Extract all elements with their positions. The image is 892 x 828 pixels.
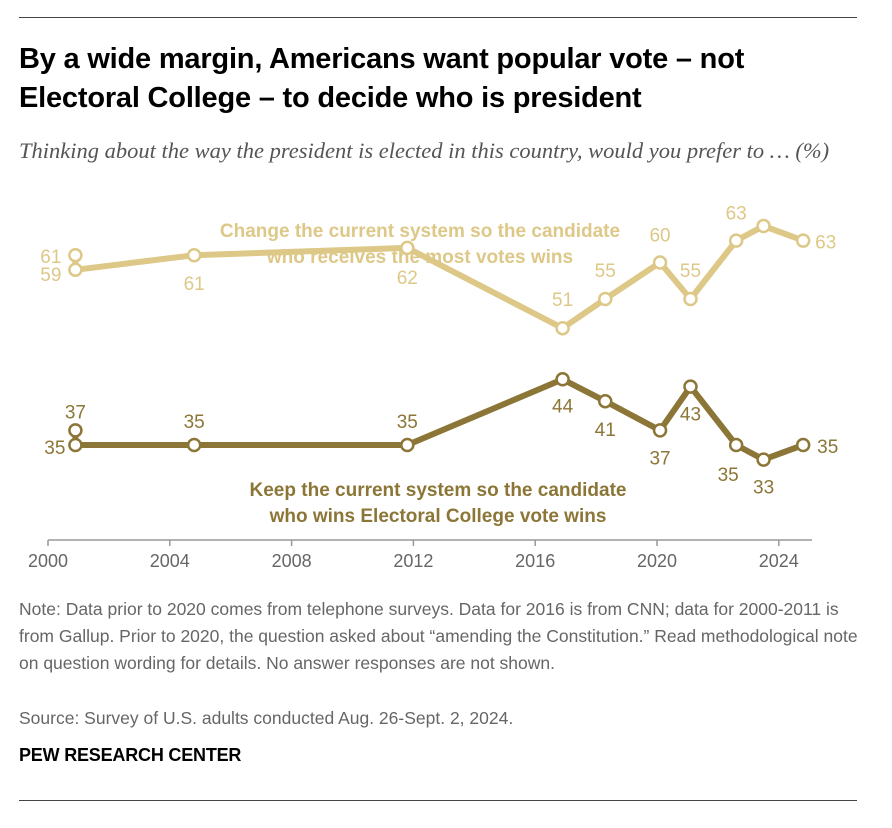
- source-text: Source: Survey of U.S. adults conducted …: [19, 708, 514, 728]
- series-label-keep-line2: who wins Electoral College vote wins: [269, 506, 607, 527]
- data-label-change: 65: [753, 205, 774, 210]
- data-label-keep: 41: [595, 420, 616, 441]
- data-label-change: 63: [726, 205, 747, 225]
- data-point-keep: [186, 437, 202, 453]
- data-label-change: 59: [40, 265, 61, 286]
- data-label-change: 61: [40, 247, 61, 268]
- data-label-keep: 35: [184, 412, 205, 433]
- note-text: Note: Data prior to 2020 comes from tele…: [19, 599, 858, 673]
- data-point-keep: [68, 423, 83, 438]
- data-label-keep: 35: [817, 437, 838, 458]
- data-point-keep: [756, 452, 771, 467]
- x-tick-label: 2008: [272, 551, 312, 571]
- data-label-keep: 35: [397, 412, 418, 433]
- data-label-keep: 44: [552, 396, 574, 417]
- data-point-change: [756, 218, 771, 234]
- data-label-keep: 35: [44, 438, 65, 459]
- data-point-keep: [400, 437, 415, 453]
- data-label-change: 51: [552, 290, 573, 311]
- data-point-change: [68, 262, 83, 278]
- data-point-keep: [555, 372, 570, 387]
- data-label-change: 62: [397, 268, 418, 289]
- data-label-change: 60: [649, 226, 670, 247]
- data-point-keep: [597, 393, 613, 409]
- top-rule: [19, 17, 857, 18]
- brand-logo-text: PEW RESEARCH CENTER: [19, 745, 242, 765]
- data-label-keep: 35: [718, 465, 739, 486]
- chart-subtitle: Thinking about the way the president is …: [19, 138, 830, 163]
- data-point-change: [683, 291, 698, 307]
- data-label-change: 55: [680, 261, 701, 282]
- data-point-change: [400, 240, 415, 256]
- x-tick-label: 2012: [393, 551, 433, 571]
- x-tick-label: 2004: [150, 551, 190, 571]
- data-label-keep: 37: [649, 448, 670, 469]
- data-label-keep: 43: [680, 405, 701, 426]
- data-point-change: [597, 291, 613, 307]
- data-point-change: [186, 247, 202, 263]
- x-tick-label: 2000: [28, 551, 68, 571]
- data-point-change: [555, 320, 570, 336]
- x-tick-label: 2024: [759, 551, 799, 571]
- data-label-change: 55: [595, 261, 616, 282]
- data-point-change: [68, 247, 83, 263]
- data-label-keep: 33: [753, 478, 774, 499]
- bottom-rule: [19, 800, 857, 801]
- data-point-change: [652, 255, 668, 270]
- data-label-keep: 37: [65, 402, 86, 423]
- series-label-keep-line1: Keep the current system so the candidate: [250, 480, 627, 501]
- x-tick-label: 2016: [515, 551, 555, 571]
- data-label-change: 61: [184, 274, 205, 295]
- x-axis-ticks: 2000 2004 2008 2012 2016 2020 2024: [28, 540, 799, 571]
- data-label-change: 63: [815, 233, 836, 254]
- chart-title: By a wide margin, Americans want popular…: [19, 43, 745, 114]
- line-chart: Change the current system so the candida…: [28, 205, 838, 571]
- data-point-change: [795, 233, 811, 248]
- data-point-keep: [68, 437, 83, 453]
- data-point-keep: [728, 437, 744, 453]
- series-layer: 6159616251556055636563373535354441374335…: [40, 205, 838, 499]
- data-point-keep: [683, 379, 698, 394]
- data-point-keep: [652, 423, 668, 438]
- series-label-change-line1: Change the current system so the candida…: [220, 221, 620, 242]
- data-point-change: [728, 233, 744, 248]
- data-point-keep: [795, 437, 811, 453]
- x-tick-label: 2020: [637, 551, 677, 571]
